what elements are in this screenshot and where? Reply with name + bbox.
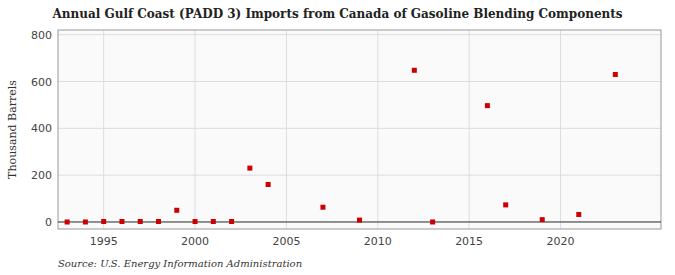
point [65, 219, 70, 224]
points [65, 68, 618, 225]
x-tick-label: 1995 [90, 235, 118, 248]
point [101, 219, 106, 224]
plot-area [58, 30, 661, 229]
y-grid-line [58, 81, 661, 82]
point [613, 72, 618, 77]
y-tick-label: 800 [31, 29, 52, 42]
point [193, 219, 198, 224]
y-grid-line [58, 34, 661, 35]
x-tick-label: 2015 [455, 235, 483, 248]
plot-frame [58, 30, 661, 229]
point [119, 219, 124, 224]
x-tick-label: 2000 [181, 235, 209, 248]
y-tick-label: 600 [31, 76, 52, 89]
point [266, 182, 271, 187]
chart: 0 200 400 600 800 1995 2000 2005 2010 2015 2020 Ann… [0, 0, 675, 275]
point [320, 205, 325, 210]
y-axis-label: Thousand Barrels [6, 80, 19, 179]
point [247, 166, 252, 171]
y-tick-label: 0 [45, 216, 52, 229]
point [485, 103, 490, 108]
title: Annual Gulf Coast (PADD 3) Imports from … [51, 7, 622, 21]
point [540, 217, 545, 222]
source-note: Source: U.S. Energy Information Administ… [58, 258, 302, 269]
y-tick-label: 200 [31, 169, 52, 182]
grid [58, 30, 661, 229]
x-grid-line [377, 30, 378, 229]
y-grid-line [58, 128, 661, 129]
x-grid-line [560, 30, 561, 229]
point [576, 212, 581, 217]
point [83, 219, 88, 224]
x-grid-line [469, 30, 470, 229]
point [211, 219, 216, 224]
x-grid-line [195, 30, 196, 229]
point [229, 219, 234, 224]
x-tick-label: 2020 [547, 235, 575, 248]
x-grid-line [103, 30, 104, 229]
point [430, 219, 435, 224]
x-grid-line [286, 30, 287, 229]
point [174, 208, 179, 213]
x-tick-label: 2010 [364, 235, 392, 248]
point [138, 219, 143, 224]
y-grid-line [58, 175, 661, 176]
y-tick-label: 400 [31, 122, 52, 135]
point [357, 218, 362, 223]
point [412, 68, 417, 73]
point [503, 202, 508, 207]
point [156, 219, 161, 224]
x-tick-label: 2005 [272, 235, 300, 248]
